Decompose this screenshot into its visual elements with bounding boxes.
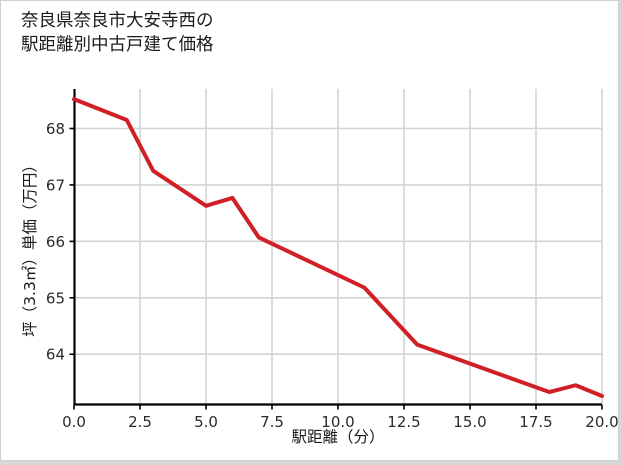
y-tick-label: 66 [46, 233, 65, 251]
x-tick-labels: 0.0 2.5 5.0 7.5 10.0 12.5 15.0 17.5 20.0 [62, 413, 619, 431]
y-tick-label: 64 [46, 346, 65, 364]
y-tick-label: 68 [46, 120, 65, 138]
x-tick-label: 10.0 [321, 413, 354, 431]
x-tick-label: 0.0 [62, 413, 86, 431]
y-tick-label: 67 [46, 176, 65, 194]
x-tick-label: 5.0 [194, 413, 218, 431]
axis-ticks [69, 127, 603, 410]
x-axis-label: 駅距離（分） [291, 428, 384, 446]
x-tick-label: 20.0 [585, 413, 618, 431]
axis-spines [73, 89, 602, 406]
x-tick-label: 12.5 [387, 413, 420, 431]
y-tick-label: 65 [46, 289, 65, 307]
x-tick-label: 7.5 [260, 413, 284, 431]
y-tick-labels: 64 65 66 67 68 [46, 120, 65, 364]
x-tick-label: 15.0 [453, 413, 486, 431]
price-line-series [72, 97, 604, 398]
y-axis-label: 坪（3.3㎡）単価（万円） [21, 157, 39, 337]
x-tick-label: 17.5 [519, 413, 552, 431]
gridlines [74, 89, 603, 405]
chart-title: 奈良県奈良市大安寺西の 駅距離別中古戸建て価格 [21, 11, 214, 56]
x-tick-label: 2.5 [128, 413, 152, 431]
